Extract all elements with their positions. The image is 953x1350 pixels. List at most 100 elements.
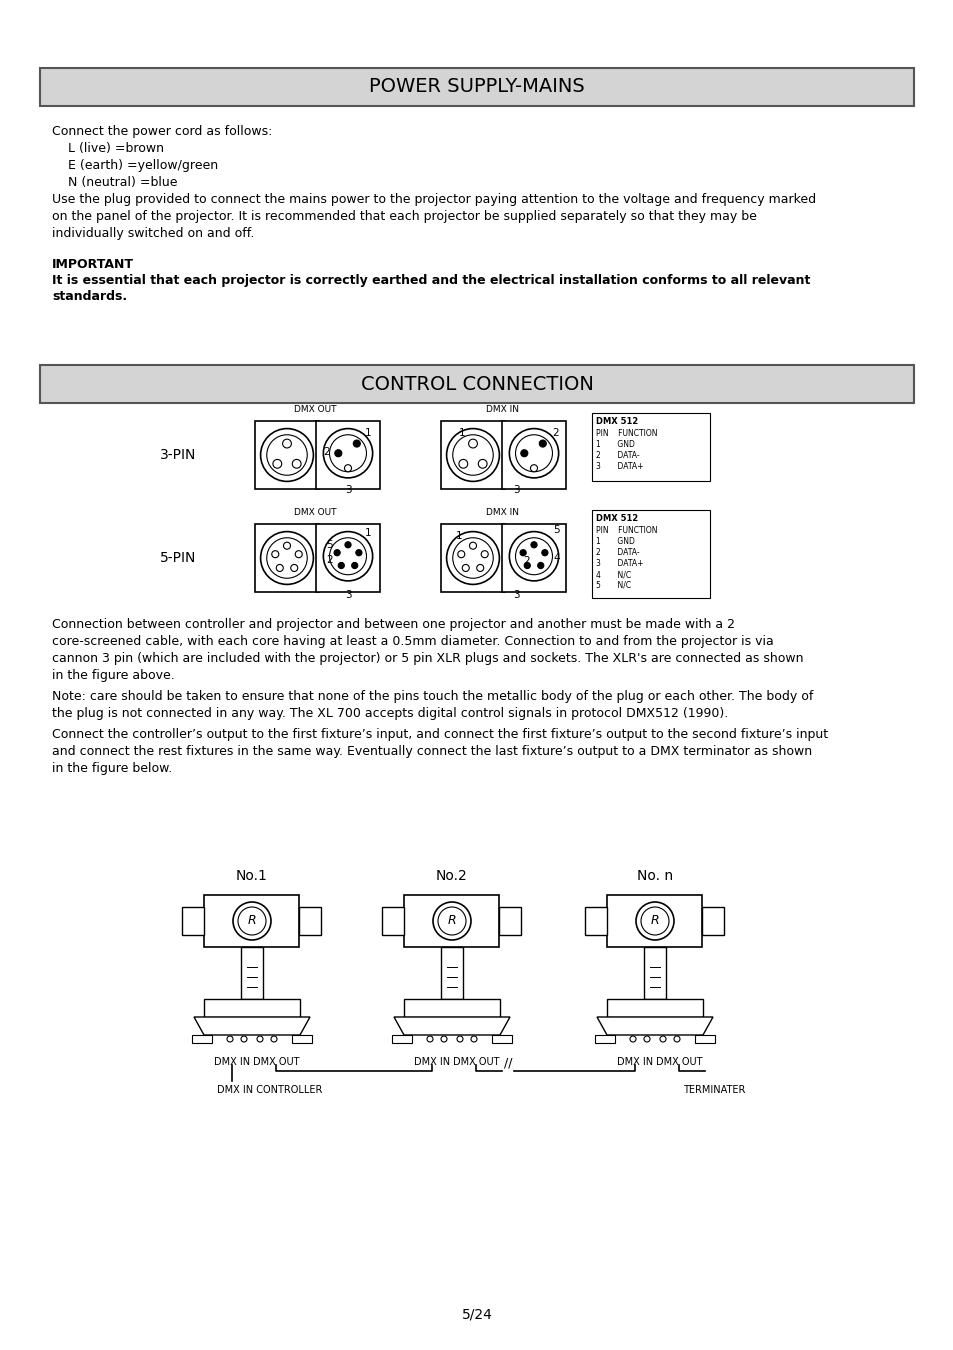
Bar <box>403 999 499 1017</box>
Circle shape <box>344 464 351 471</box>
Circle shape <box>273 459 281 468</box>
Text: DMX OUT: DMX OUT <box>294 405 335 414</box>
Text: CONTROL CONNECTION: CONTROL CONNECTION <box>360 374 593 393</box>
Text: Connection between controller and projector and between one projector and anothe: Connection between controller and projec… <box>52 618 734 630</box>
Circle shape <box>477 459 487 468</box>
Polygon shape <box>394 1017 510 1035</box>
Circle shape <box>509 532 558 580</box>
Text: DMX IN: DMX IN <box>486 405 519 414</box>
Circle shape <box>241 1035 247 1042</box>
Text: 1: 1 <box>457 428 464 437</box>
Text: 1       GND: 1 GND <box>596 537 634 545</box>
Text: 5/24: 5/24 <box>461 1308 492 1322</box>
Circle shape <box>537 563 543 568</box>
Text: Connect the controller’s output to the first fixture’s input, and connect the fi: Connect the controller’s output to the f… <box>52 728 827 741</box>
Circle shape <box>292 459 301 468</box>
Bar <box>592 413 709 481</box>
Text: standards.: standards. <box>52 290 127 302</box>
Text: POWER SUPPLY-MAINS: POWER SUPPLY-MAINS <box>369 77 584 96</box>
Polygon shape <box>597 1017 712 1035</box>
Text: 2: 2 <box>523 556 530 566</box>
Text: 4       N/C: 4 N/C <box>596 570 631 579</box>
Circle shape <box>256 1035 263 1042</box>
Circle shape <box>353 440 360 447</box>
Text: DMX OUT: DMX OUT <box>294 508 335 517</box>
Text: 1: 1 <box>365 428 372 437</box>
Text: DMX IN: DMX IN <box>414 1057 450 1066</box>
Bar <box>292 1035 312 1044</box>
Circle shape <box>523 563 530 568</box>
Text: 1: 1 <box>455 531 461 541</box>
Text: 3: 3 <box>512 485 518 495</box>
Circle shape <box>515 537 552 575</box>
Circle shape <box>520 450 527 456</box>
Bar <box>695 1035 714 1044</box>
Circle shape <box>260 428 314 482</box>
Circle shape <box>291 564 297 571</box>
Bar <box>592 510 709 598</box>
Circle shape <box>233 902 271 940</box>
Circle shape <box>629 1035 636 1042</box>
Bar <box>441 421 504 489</box>
Circle shape <box>283 543 291 549</box>
Circle shape <box>267 435 307 475</box>
Circle shape <box>541 549 547 556</box>
Bar <box>595 1035 615 1044</box>
Text: 3-PIN: 3-PIN <box>160 448 196 462</box>
Text: It is essential that each projector is correctly earthed and the electrical inst: It is essential that each projector is c… <box>52 274 809 288</box>
Text: DMX IN CONTROLLER: DMX IN CONTROLLER <box>216 1085 322 1095</box>
Bar <box>585 907 607 936</box>
Text: individually switched on and off.: individually switched on and off. <box>52 227 254 240</box>
Circle shape <box>237 907 266 936</box>
Text: PIN    FUNCTION: PIN FUNCTION <box>596 526 657 535</box>
Text: 5-PIN: 5-PIN <box>160 551 196 566</box>
Text: and connect the rest fixtures in the same way. Eventually connect the last fixtu: and connect the rest fixtures in the sam… <box>52 745 811 757</box>
Circle shape <box>276 564 283 571</box>
Circle shape <box>338 563 344 568</box>
Text: Use the plug provided to connect the mains power to the projector paying attenti: Use the plug provided to connect the mai… <box>52 193 815 207</box>
Text: DMX 512: DMX 512 <box>596 417 638 427</box>
Bar <box>382 907 404 936</box>
Text: in the figure below.: in the figure below. <box>52 761 172 775</box>
Text: E (earth) =yellow/green: E (earth) =yellow/green <box>52 159 218 171</box>
Circle shape <box>271 1035 276 1042</box>
Circle shape <box>453 435 493 475</box>
Circle shape <box>457 551 464 558</box>
Text: core-screened cable, with each core having at least a 0.5mm diameter. Connection: core-screened cable, with each core havi… <box>52 634 773 648</box>
Bar <box>192 1035 212 1044</box>
Circle shape <box>468 439 476 448</box>
Circle shape <box>453 537 493 578</box>
Text: No.2: No.2 <box>436 869 467 883</box>
Circle shape <box>476 564 483 571</box>
Text: 2: 2 <box>552 428 558 437</box>
Text: DMX IN: DMX IN <box>486 508 519 517</box>
Circle shape <box>282 439 291 448</box>
Text: 2: 2 <box>323 447 330 458</box>
Text: 1       GND: 1 GND <box>596 440 634 450</box>
Text: 3       DATA+: 3 DATA+ <box>596 559 643 568</box>
Bar <box>643 946 665 999</box>
Bar <box>40 68 913 107</box>
Bar <box>404 895 499 946</box>
Bar <box>499 907 521 936</box>
Text: TERMINATER: TERMINATER <box>682 1085 744 1095</box>
Bar <box>701 907 723 936</box>
Text: 5       N/C: 5 N/C <box>596 580 631 590</box>
Circle shape <box>323 532 373 580</box>
Circle shape <box>530 464 537 471</box>
Text: DMX OUT: DMX OUT <box>453 1057 498 1066</box>
Text: the plug is not connected in any way. The XL 700 accepts digital control signals: the plug is not connected in any way. Th… <box>52 707 727 720</box>
Text: PIN    FUNCTION: PIN FUNCTION <box>596 429 657 437</box>
Bar <box>204 895 299 946</box>
Circle shape <box>531 541 537 548</box>
Text: R: R <box>248 914 256 927</box>
Circle shape <box>272 551 278 558</box>
Circle shape <box>458 459 467 468</box>
Text: DMX OUT: DMX OUT <box>655 1057 701 1066</box>
Circle shape <box>636 902 673 940</box>
Text: R: R <box>650 914 659 927</box>
Circle shape <box>294 551 302 558</box>
Text: on the panel of the projector. It is recommended that each projector be supplied: on the panel of the projector. It is rec… <box>52 211 756 223</box>
Bar <box>502 421 565 489</box>
Circle shape <box>267 537 307 578</box>
